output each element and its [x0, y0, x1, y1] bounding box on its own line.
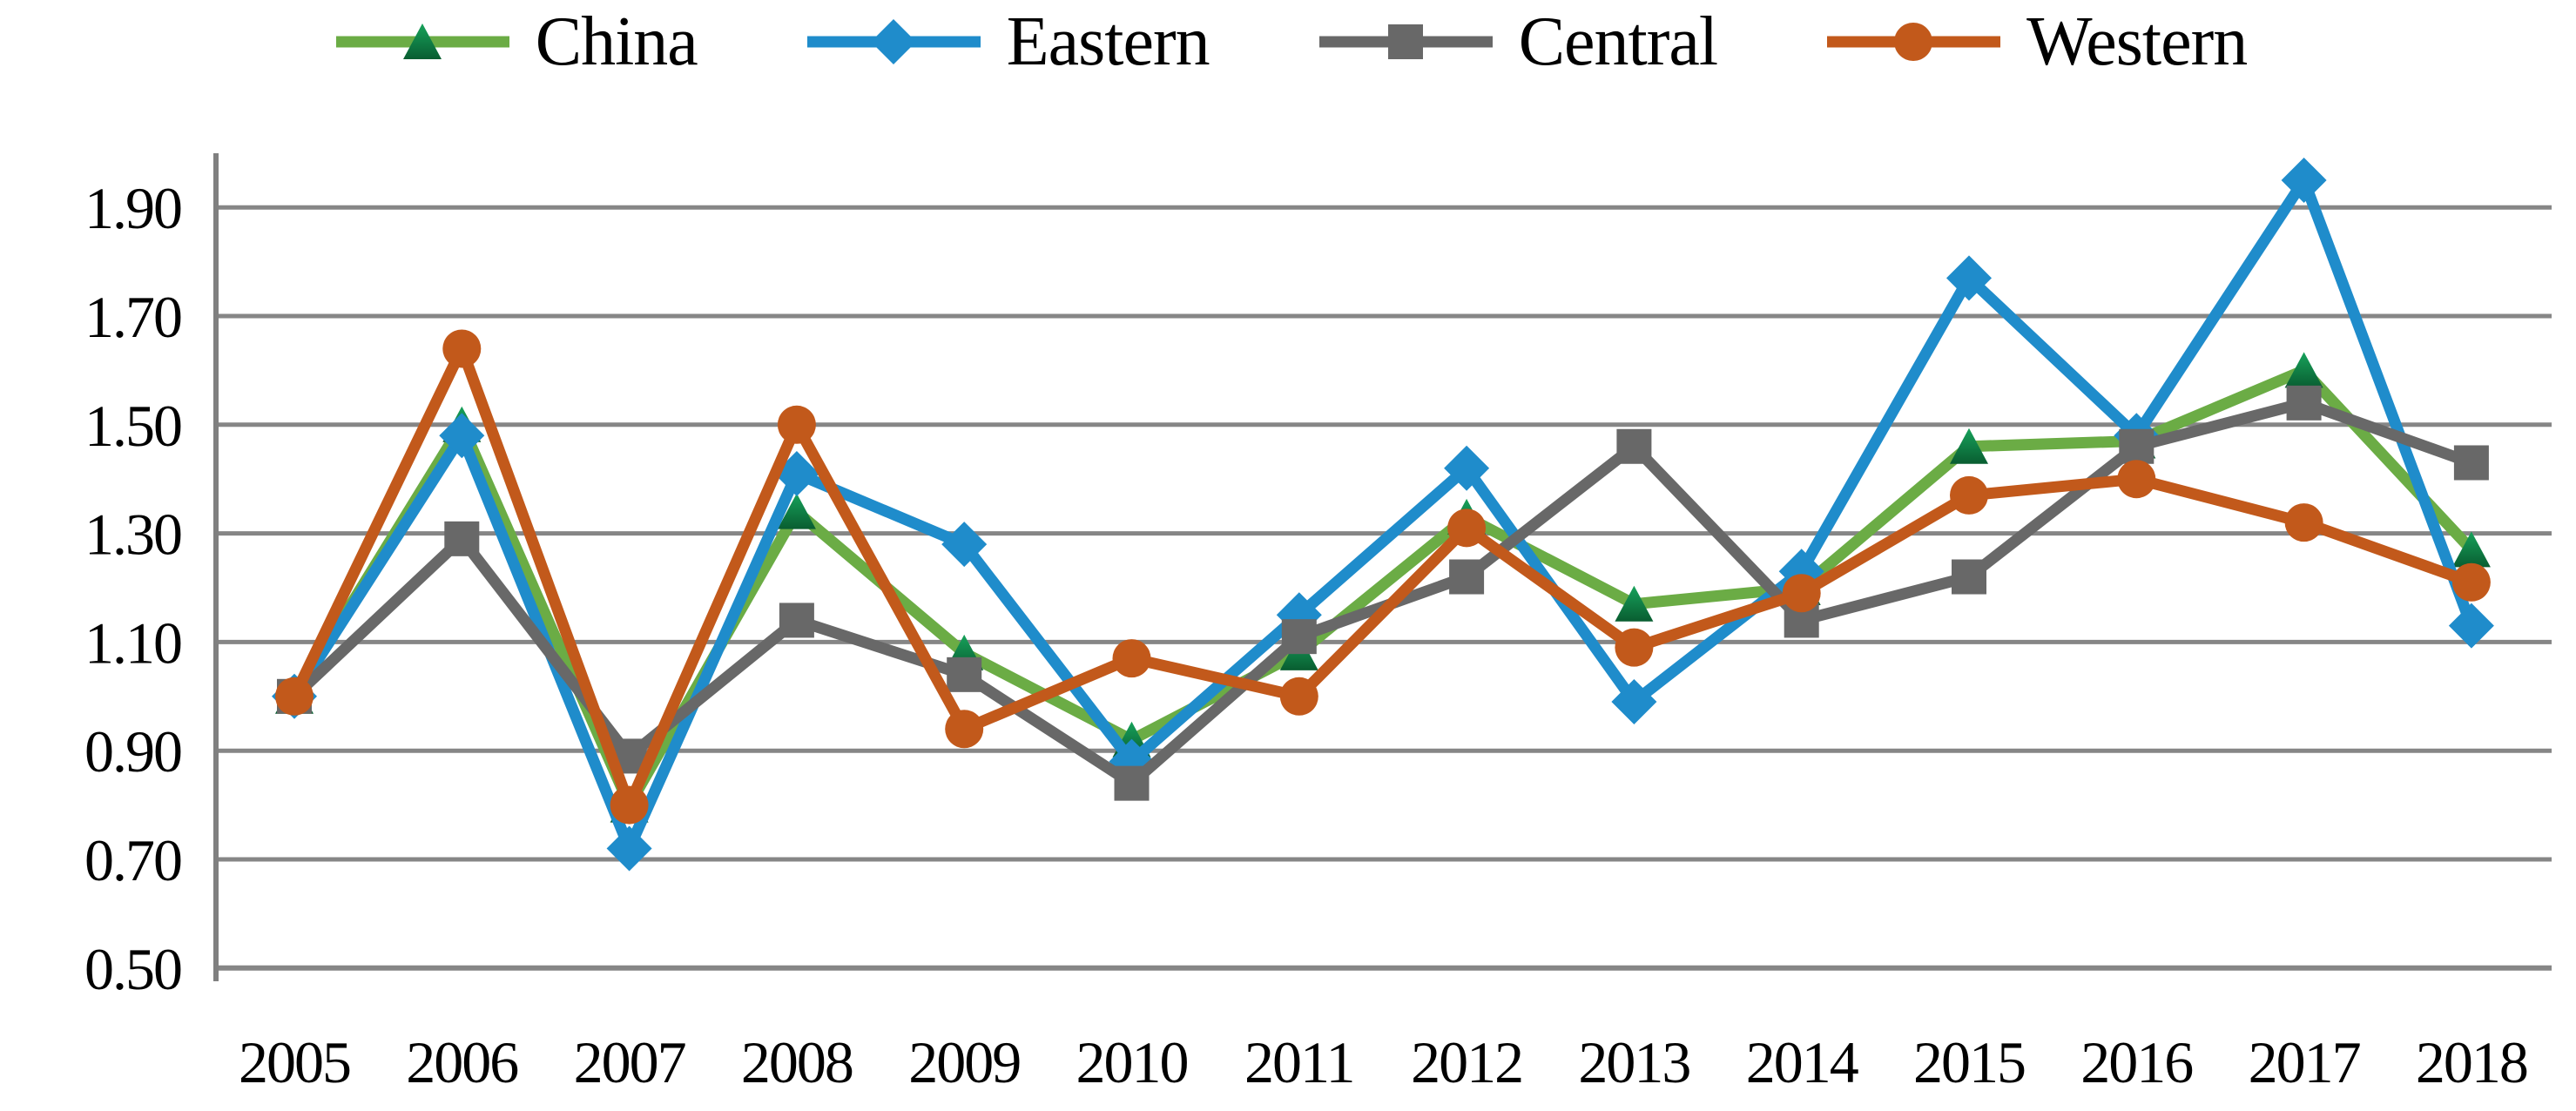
diamond-marker: [1611, 679, 1657, 725]
y-tick-label: 0.50: [84, 936, 181, 1002]
x-tick-label: 2016: [2080, 1029, 2192, 1095]
square-marker: [1449, 559, 1485, 595]
circle-marker: [1950, 475, 1988, 515]
x-axis-tick-labels: 2005 2006 2007 2008 2009 2010 2011 2012 2013 2014…: [239, 1029, 2529, 1095]
y-tick-label: 1.30: [84, 502, 181, 568]
x-tick-label: 2006: [406, 1029, 517, 1095]
legend-label-central: Central: [1518, 3, 1718, 80]
legend-label-china: China: [535, 3, 698, 80]
y-tick-label: 0.70: [84, 827, 181, 893]
square-marker: [1114, 765, 1150, 801]
legend-item-eastern: Eastern: [800, 7, 1210, 77]
circle-marker: [1447, 508, 1487, 548]
diamond-marker: [439, 413, 485, 459]
triangle-marker: [2451, 531, 2491, 568]
eastern-line-diamond-marker-icon: [806, 19, 981, 64]
square-marker: [1952, 559, 1986, 595]
x-tick-label: 2015: [1913, 1029, 2025, 1095]
triangle-marker: [402, 24, 442, 59]
central-line-square-marker-icon: [1318, 24, 1493, 59]
legend-item-china: China: [329, 7, 698, 77]
x-tick-label: 2007: [574, 1029, 686, 1095]
western-line-circle-marker-icon: [1827, 23, 2001, 61]
diamond-marker: [2281, 158, 2327, 203]
x-tick-label: 2018: [2416, 1029, 2527, 1095]
triangle-marker: [2284, 352, 2323, 388]
y-axis-tick-labels: 0.50 0.70 0.90 1.10 1.30 1.50 1.70 1.90: [84, 175, 183, 1002]
x-tick-label: 2005: [239, 1029, 350, 1095]
circle-marker: [777, 405, 816, 444]
diamond-marker: [606, 825, 652, 872]
square-marker: [1616, 428, 1652, 464]
circle-marker: [945, 710, 984, 749]
circle-marker: [2451, 562, 2491, 602]
circle-marker: [610, 785, 649, 825]
triangle-marker: [777, 493, 816, 529]
square-marker: [2286, 385, 2322, 421]
legend-item-central: Central: [1312, 3, 1718, 80]
series-line-china: [288, 363, 2478, 818]
x-tick-label: 2011: [1244, 1029, 1353, 1095]
x-tick-label: 2008: [741, 1029, 853, 1095]
x-tick-label: 2014: [1746, 1029, 1858, 1095]
x-tick-label: 2017: [2249, 1029, 2361, 1095]
x-tick-label: 2009: [908, 1029, 1020, 1095]
series-eastern: [272, 158, 2494, 872]
series-line-western: [288, 333, 2478, 820]
legend-label-eastern: Eastern: [1006, 3, 1210, 80]
x-tick-label: 2012: [1411, 1029, 1522, 1095]
series-line-eastern: [288, 167, 2478, 864]
chart-legend: China Eastern Central Western: [0, 7, 2576, 77]
square-marker: [2119, 428, 2155, 464]
triangle-marker: [1950, 428, 1988, 464]
square-marker: [444, 521, 480, 556]
circle-marker: [1615, 628, 1654, 667]
diamond-marker: [941, 522, 988, 568]
china-line-triangle-marker-icon: [335, 24, 509, 59]
x-tick-label: 2010: [1076, 1029, 1188, 1095]
series-western: [275, 329, 2491, 825]
diamond-marker: [2448, 603, 2494, 649]
gridlines: [213, 153, 2552, 981]
diamond-marker: [1444, 445, 1490, 491]
diamond-marker: [870, 19, 916, 64]
square-marker: [2453, 445, 2489, 481]
x-tick-label: 2013: [1578, 1029, 1689, 1095]
square-marker: [1281, 619, 1317, 655]
triangle-marker: [1615, 585, 1654, 622]
legend-item-western: Western: [1820, 3, 2248, 80]
y-tick-label: 1.70: [84, 284, 181, 350]
legend-label-western: Western: [2026, 3, 2248, 80]
circle-marker: [1279, 677, 1318, 716]
circle-marker: [442, 329, 482, 368]
y-tick-label: 0.90: [84, 718, 181, 784]
y-tick-label: 1.10: [84, 609, 181, 676]
diamond-marker: [1946, 255, 1992, 301]
square-marker: [1387, 24, 1423, 59]
circle-marker: [1112, 639, 1151, 678]
y-tick-label: 1.50: [84, 393, 181, 459]
circle-marker: [1782, 574, 1821, 613]
circle-marker: [1894, 23, 1933, 61]
circle-marker: [275, 677, 314, 716]
square-marker: [779, 603, 814, 638]
square-marker: [947, 656, 982, 692]
circle-marker: [2284, 503, 2323, 542]
circle-marker: [2117, 460, 2156, 499]
y-tick-label: 1.90: [84, 175, 181, 241]
